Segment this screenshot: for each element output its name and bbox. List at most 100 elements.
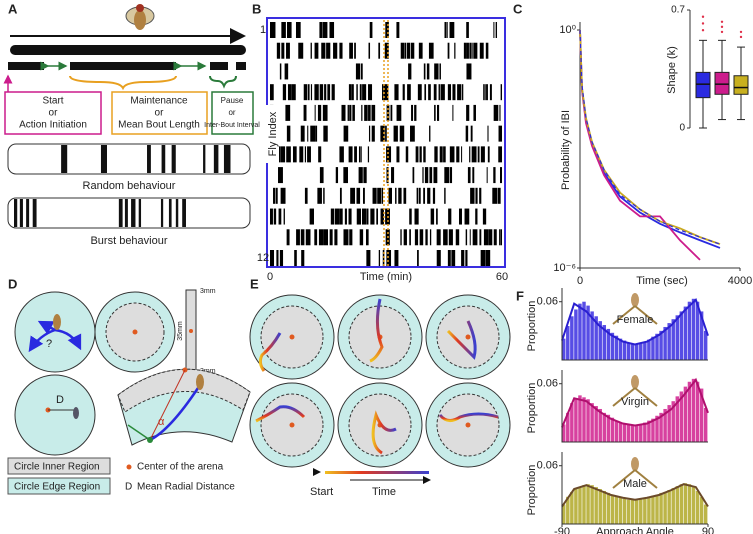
raster-stripe	[310, 84, 313, 101]
box	[695, 71, 711, 99]
bar	[618, 422, 623, 442]
raster-stripe	[437, 104, 440, 121]
raster-stripe	[448, 208, 452, 225]
y-tick-label: 1	[260, 24, 266, 36]
start-box	[4, 91, 102, 135]
raster-stripe	[488, 229, 493, 246]
bar	[594, 406, 598, 442]
center	[189, 329, 193, 333]
raster-stripe	[310, 42, 312, 59]
raster-stripe	[470, 187, 475, 204]
raster-stripe	[350, 187, 356, 204]
raster-stripe	[388, 187, 392, 204]
bar	[683, 483, 688, 524]
raster-stripe	[424, 84, 427, 101]
raster-stripe	[356, 84, 358, 101]
outlier	[720, 25, 724, 29]
panel-label: D	[8, 276, 17, 291]
box-text: Action Initiation	[19, 120, 87, 131]
raster-stripe	[405, 146, 409, 163]
maintenance-box	[111, 91, 208, 135]
raster-stripe	[439, 146, 443, 163]
bar	[598, 408, 602, 442]
bar	[566, 496, 570, 524]
panel-title: Female	[617, 314, 654, 326]
raster-stripe	[465, 250, 468, 266]
raster-stripe	[371, 104, 376, 121]
raster-stripe	[356, 187, 361, 204]
raster-stripe	[475, 187, 478, 204]
fly-icon	[631, 457, 639, 471]
trajectory	[369, 298, 384, 363]
raster-stripe	[398, 187, 402, 204]
arena	[14, 291, 96, 373]
raster-stripe	[394, 84, 399, 101]
raster-stripe	[419, 146, 422, 163]
box-text: Maintenance	[130, 96, 188, 107]
fly-icon	[125, 4, 155, 30]
raster-stripe	[486, 167, 488, 184]
raster-stripe	[440, 84, 445, 101]
raster-stripe	[469, 229, 471, 246]
tangent	[127, 424, 151, 441]
raster-stripe	[349, 42, 353, 59]
bar	[630, 344, 635, 360]
raster-stripe	[408, 63, 412, 80]
raster-stripe	[493, 229, 497, 246]
start-label: Start	[310, 486, 333, 498]
brace	[69, 75, 177, 91]
raster-stripe	[366, 250, 371, 266]
raster-stripe	[463, 42, 466, 59]
raster-stripe	[271, 22, 276, 38]
bar	[610, 332, 615, 360]
raster-stripe	[331, 84, 335, 101]
stripe	[161, 145, 166, 173]
y-tick-label: 10⁰	[559, 24, 576, 36]
legend-text: Center of the arena	[137, 462, 224, 473]
bar	[582, 301, 586, 360]
bar	[639, 424, 643, 442]
raster-stripe	[436, 250, 441, 266]
raster-stripe	[482, 208, 487, 225]
raster-stripe	[428, 42, 434, 59]
bar	[582, 485, 586, 524]
x-tick-label: -90	[554, 526, 570, 534]
raster-stripe	[349, 229, 353, 246]
bar	[671, 401, 675, 442]
legend-swatch	[7, 457, 111, 475]
sector-inner	[117, 368, 251, 413]
bar	[655, 333, 659, 360]
bar	[562, 424, 566, 442]
trajectory	[149, 387, 200, 442]
bar	[606, 492, 611, 524]
raster-stripe	[452, 104, 454, 121]
raster-stripe	[396, 22, 400, 38]
raster-stripe	[343, 167, 349, 184]
bar	[691, 487, 696, 524]
raster-stripe	[283, 208, 285, 225]
raster-stripe	[436, 229, 441, 246]
raster-stripe	[427, 187, 431, 204]
raster-stripe	[295, 22, 301, 38]
raster-stripe	[305, 229, 311, 246]
bar	[655, 415, 659, 442]
stripe	[168, 199, 172, 227]
raster-stripe	[359, 84, 362, 101]
bar	[699, 388, 704, 442]
raster-stripe	[410, 125, 415, 142]
raster-stripe	[449, 22, 455, 38]
bar	[687, 301, 692, 360]
center	[132, 329, 138, 335]
raster-stripe	[396, 104, 402, 121]
raster-stripe	[394, 250, 399, 266]
raster-stripe	[314, 84, 319, 101]
raster-stripe	[318, 229, 324, 246]
stripe	[213, 145, 219, 173]
raster-stripe	[409, 208, 412, 225]
raster-stripe	[457, 84, 462, 101]
raster-stripe	[497, 187, 501, 204]
bar	[679, 311, 684, 360]
stripe	[26, 199, 30, 227]
legend-text: Circle Inner Region	[14, 462, 100, 473]
raster-stripe	[309, 208, 314, 225]
